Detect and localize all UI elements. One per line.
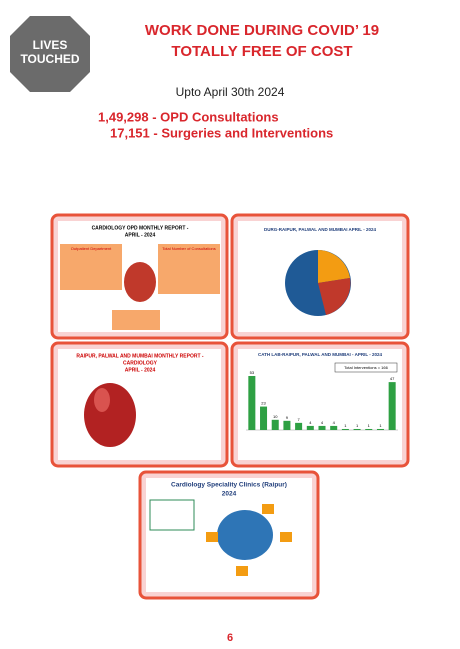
- badge-text: TOUCHED: [20, 52, 79, 66]
- bar-label: 7: [297, 417, 300, 422]
- bar: [260, 406, 268, 430]
- diagram-node: [236, 566, 248, 576]
- bar: [388, 382, 396, 430]
- bar-label: 4: [309, 420, 312, 425]
- heart-image: [84, 383, 136, 447]
- page-number: 6: [227, 632, 233, 644]
- bar-label: 47: [390, 376, 395, 381]
- bar: [341, 428, 349, 430]
- slide-body: [58, 349, 221, 460]
- bar: [306, 425, 314, 430]
- bar: [295, 422, 303, 430]
- slide-title: RAIPUR, PALWAL AND MUMBAI MONTHLY REPORT…: [76, 353, 203, 359]
- title: TOTALLY FREE OF COST: [171, 43, 352, 60]
- bar-label: 4: [333, 420, 336, 425]
- note-box: [334, 362, 398, 373]
- bar: [353, 428, 361, 430]
- info-box: [149, 499, 195, 531]
- slide-title: CARDIOLOGY: [123, 360, 158, 366]
- slide-title: CATH LAB-RAIPUR, PALWAL AND MUMBAI - APR…: [258, 352, 383, 357]
- slide-title: DURG-RAIPUR, PALWAL AND MUMBAI APRIL - 2…: [264, 227, 376, 232]
- panel-heading: Outpatient Department: [71, 246, 112, 251]
- bar-label: 9: [286, 415, 289, 420]
- slide-title: APRIL - 2024: [125, 367, 156, 373]
- heart-image: [94, 388, 110, 412]
- slide-title: Cardiology Speciality Clinics (Raipur): [171, 482, 287, 489]
- diagram-node: [206, 532, 218, 542]
- bar: [376, 428, 384, 430]
- title: WORK DONE DURING COVID’ 19: [145, 22, 379, 39]
- bar-label: 10: [273, 414, 278, 419]
- bar-label: 4: [321, 420, 324, 425]
- slide-title: 2024: [222, 491, 237, 498]
- badge: [10, 16, 90, 92]
- stat: 17,151 - Surgeries and Interventions: [110, 125, 333, 140]
- bar: [318, 425, 326, 430]
- period: Upto April 30th 2024: [176, 85, 285, 99]
- bar: [283, 420, 291, 430]
- diagram-node: [280, 532, 292, 542]
- pie-image: [318, 278, 351, 315]
- bar: [248, 376, 256, 430]
- panel: [60, 244, 122, 290]
- bar-label: 1: [368, 423, 371, 428]
- bar-chart: 53 23 10 9 7 4 4 4 1 1 1 1 47: [246, 370, 398, 431]
- bar-label: 53: [250, 370, 255, 375]
- legend-box: [112, 310, 160, 330]
- bar-label: 23: [261, 401, 266, 406]
- bar: [365, 428, 373, 430]
- bar: [330, 425, 338, 430]
- bar-label: 1: [356, 423, 359, 428]
- panel: [158, 244, 220, 294]
- slide-title: APRIL - 2024: [125, 232, 156, 238]
- note: Total Interventions = 166: [344, 365, 388, 370]
- bar-label: 1: [344, 423, 347, 428]
- badge-text: LIVES: [33, 38, 68, 52]
- diagram-node: [262, 504, 274, 514]
- heart-image: [124, 262, 156, 302]
- pie-image: [318, 250, 350, 283]
- panel-heading: Total Number of Consultations: [162, 246, 216, 251]
- diagram-hub: [217, 510, 273, 560]
- stat: 1,49,298 - OPD Consultations: [98, 109, 279, 124]
- slide-title: CARDIOLOGY OPD MONTHLY REPORT -: [92, 225, 189, 231]
- bar: [271, 419, 279, 430]
- bar-label: 1: [379, 423, 382, 428]
